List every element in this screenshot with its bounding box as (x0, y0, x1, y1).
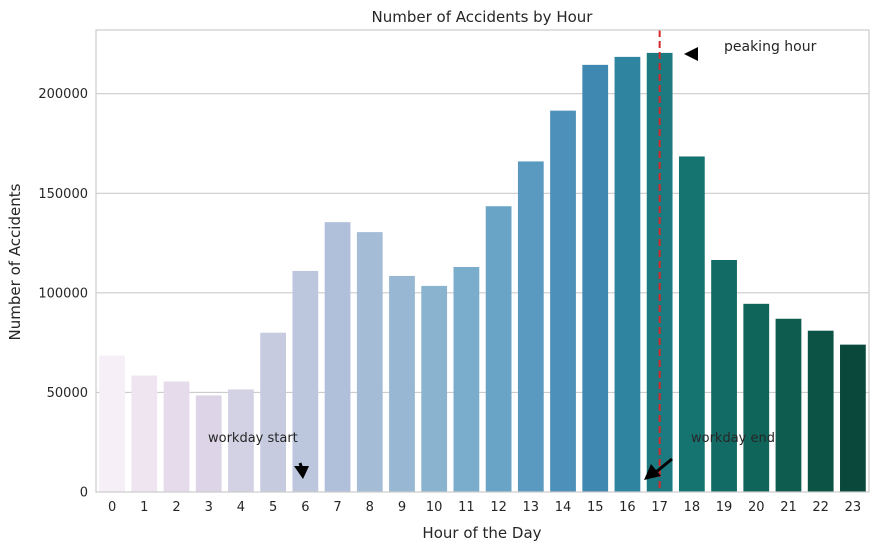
bar-hour-12 (485, 206, 512, 493)
x-tick-label: 4 (237, 500, 245, 515)
bar-hour-1 (131, 375, 158, 492)
y-tick-label: 200000 (38, 87, 88, 102)
bar-hour-2 (163, 381, 190, 492)
x-tick-label: 20 (748, 500, 765, 515)
workday-end-annotation: workday end (691, 431, 775, 446)
x-tick-label: 14 (555, 500, 572, 515)
y-tick-label: 0 (80, 486, 88, 501)
bar-hour-15 (582, 64, 609, 493)
x-tick-label: 11 (458, 500, 475, 515)
bar-hour-13 (517, 161, 544, 492)
bar-hour-8 (356, 232, 383, 492)
x-tick-label: 10 (426, 500, 443, 515)
x-tick-label: 2 (172, 500, 180, 515)
bar-hour-0 (99, 355, 125, 492)
bar-hour-3 (195, 395, 222, 492)
x-tick-label: 9 (398, 500, 406, 515)
x-axis-label: Hour of the Day (422, 524, 541, 542)
x-tick-label: 21 (780, 500, 797, 515)
peaking-hour-annotation: peaking hour (724, 39, 817, 55)
x-tick-label: 19 (716, 500, 733, 515)
bar-hour-9 (389, 275, 415, 492)
x-tick-label: 22 (812, 500, 829, 515)
plot-frame (95, 29, 870, 493)
bar-hour-19 (711, 260, 737, 492)
peaking-hour-arrow (684, 47, 698, 61)
x-tick-label: 12 (490, 500, 507, 515)
chart-title: Number of Accidents by Hour (372, 8, 594, 26)
bar-hour-22 (807, 330, 834, 492)
x-tick-label: 13 (523, 500, 540, 515)
y-axis-label: Number of Accidents (6, 183, 24, 340)
bar-hour-14 (550, 110, 576, 492)
bars-group (99, 52, 866, 493)
x-tick-labels: 0 1 2 3 4 5 6 7 8 9 10 11 12 13 14 15 16 17 18 19 20 21 22 23 (108, 500, 861, 515)
bar-hour-4 (228, 389, 254, 492)
workday-end-arrow (644, 457, 673, 480)
y-tick-label: 100000 (38, 286, 88, 301)
x-tick-label: 1 (140, 500, 148, 515)
x-tick-label: 8 (366, 500, 374, 515)
bar-hour-21 (775, 318, 802, 492)
x-tick-label: 23 (845, 500, 862, 515)
y-tick-labels: 0 50000 100000 150000 200000 (38, 87, 88, 500)
bar-hour-6 (292, 270, 319, 492)
x-tick-label: 18 (684, 500, 701, 515)
bar-hour-18 (678, 156, 705, 493)
annotations-group: workday start workday end peaking hour (208, 39, 817, 480)
bar-hour-20 (743, 303, 770, 492)
bar-hour-23 (840, 344, 866, 492)
y-tick-label: 50000 (47, 386, 88, 401)
workday-start-annotation: workday start (208, 431, 298, 446)
bar-hour-11 (453, 266, 480, 492)
x-tick-label: 17 (651, 500, 668, 515)
bar-hour-7 (324, 222, 351, 493)
x-tick-label: 3 (205, 500, 213, 515)
bar-hour-10 (421, 285, 448, 492)
x-tick-label: 16 (619, 500, 636, 515)
x-tick-label: 5 (269, 500, 277, 515)
y-tick-label: 150000 (38, 187, 88, 202)
x-tick-label: 15 (587, 500, 604, 515)
workday-start-arrow (294, 462, 309, 479)
x-tick-label: 6 (301, 500, 309, 515)
x-tick-label: 0 (108, 500, 116, 515)
bar-hour-16 (614, 56, 641, 493)
x-tick-label: 7 (333, 500, 341, 515)
bar-hour-5 (260, 332, 287, 492)
